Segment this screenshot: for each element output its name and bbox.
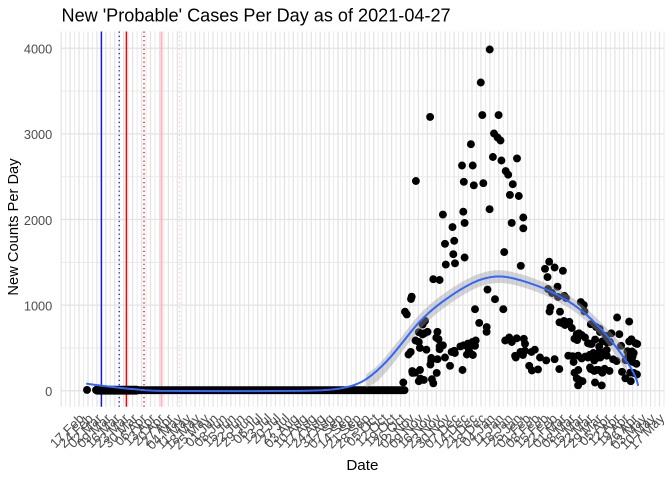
svg-text:New Counts Per Day: New Counts Per Day: [6, 158, 22, 296]
svg-text:2000: 2000: [24, 213, 52, 228]
svg-text:New 'Probable' Cases Per Day a: New 'Probable' Cases Per Day as of 2021-…: [62, 6, 451, 26]
svg-text:3000: 3000: [24, 127, 52, 142]
svg-text:1000: 1000: [24, 298, 52, 313]
svg-text:4000: 4000: [24, 42, 52, 57]
svg-text:0: 0: [45, 384, 52, 399]
svg-text:Date: Date: [346, 457, 378, 474]
